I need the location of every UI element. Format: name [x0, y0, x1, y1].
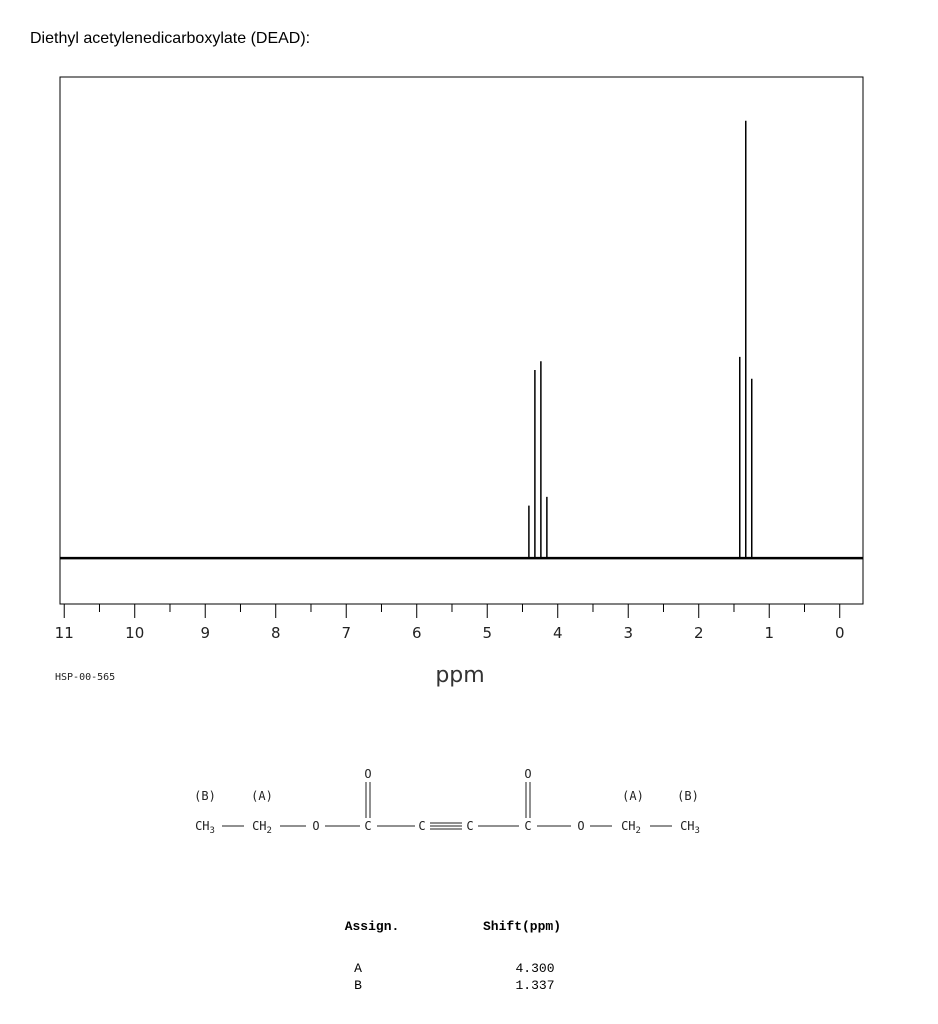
atom: C — [364, 819, 371, 833]
x-tick-label: 9 — [200, 624, 210, 642]
x-tick-label: 0 — [835, 624, 845, 642]
table-header: Assign. — [345, 919, 400, 934]
atom: C — [418, 819, 425, 833]
group-label: (B) — [677, 789, 699, 803]
table-cell: 4.300 — [515, 961, 554, 976]
atom: O — [312, 819, 319, 833]
table-header: Shift(ppm) — [483, 919, 561, 934]
x-tick-label: 3 — [623, 624, 633, 642]
x-tick-label: 10 — [125, 624, 144, 642]
atom: O — [577, 819, 584, 833]
table-cell: B — [354, 978, 362, 993]
atom: CH2 — [621, 819, 641, 836]
structure-bonds — [222, 782, 672, 830]
plot-frame — [59, 76, 864, 605]
x-tick-label: 6 — [412, 624, 422, 642]
carbonyl-oxygen: O — [364, 767, 371, 781]
table-cell: A — [354, 961, 362, 976]
spectrum-code: HSP-00-565 — [55, 672, 115, 683]
atom: CH2 — [252, 819, 272, 836]
x-axis-label: ppm — [435, 663, 484, 688]
x-tick-label: 1 — [764, 624, 774, 642]
atom: C — [524, 819, 531, 833]
x-tick-label: 2 — [694, 624, 704, 642]
group-label: (A) — [251, 789, 273, 803]
atom: CH3 — [195, 819, 215, 836]
structure: CH3 CH2 O C C C C O CH2 CH3 (B) (A) (A) (B) O O — [194, 767, 700, 836]
carbonyl-oxygen: O — [524, 767, 531, 781]
atom: CH3 — [680, 819, 700, 836]
group-label: (A) — [622, 789, 644, 803]
x-tick-label: 11 — [55, 624, 74, 642]
table-body: A 4.300 B 1.337 — [354, 961, 554, 993]
group-label: (B) — [194, 789, 216, 803]
table-cell: 1.337 — [515, 978, 554, 993]
atom: C — [466, 819, 473, 833]
x-tick-label: 8 — [271, 624, 281, 642]
x-tick-label: 4 — [553, 624, 563, 642]
x-tick-label: 5 — [482, 624, 492, 642]
x-tick-label: 7 — [341, 624, 351, 642]
page-title: Diethyl acetylenedicarboxylate (DEAD): — [30, 30, 310, 47]
